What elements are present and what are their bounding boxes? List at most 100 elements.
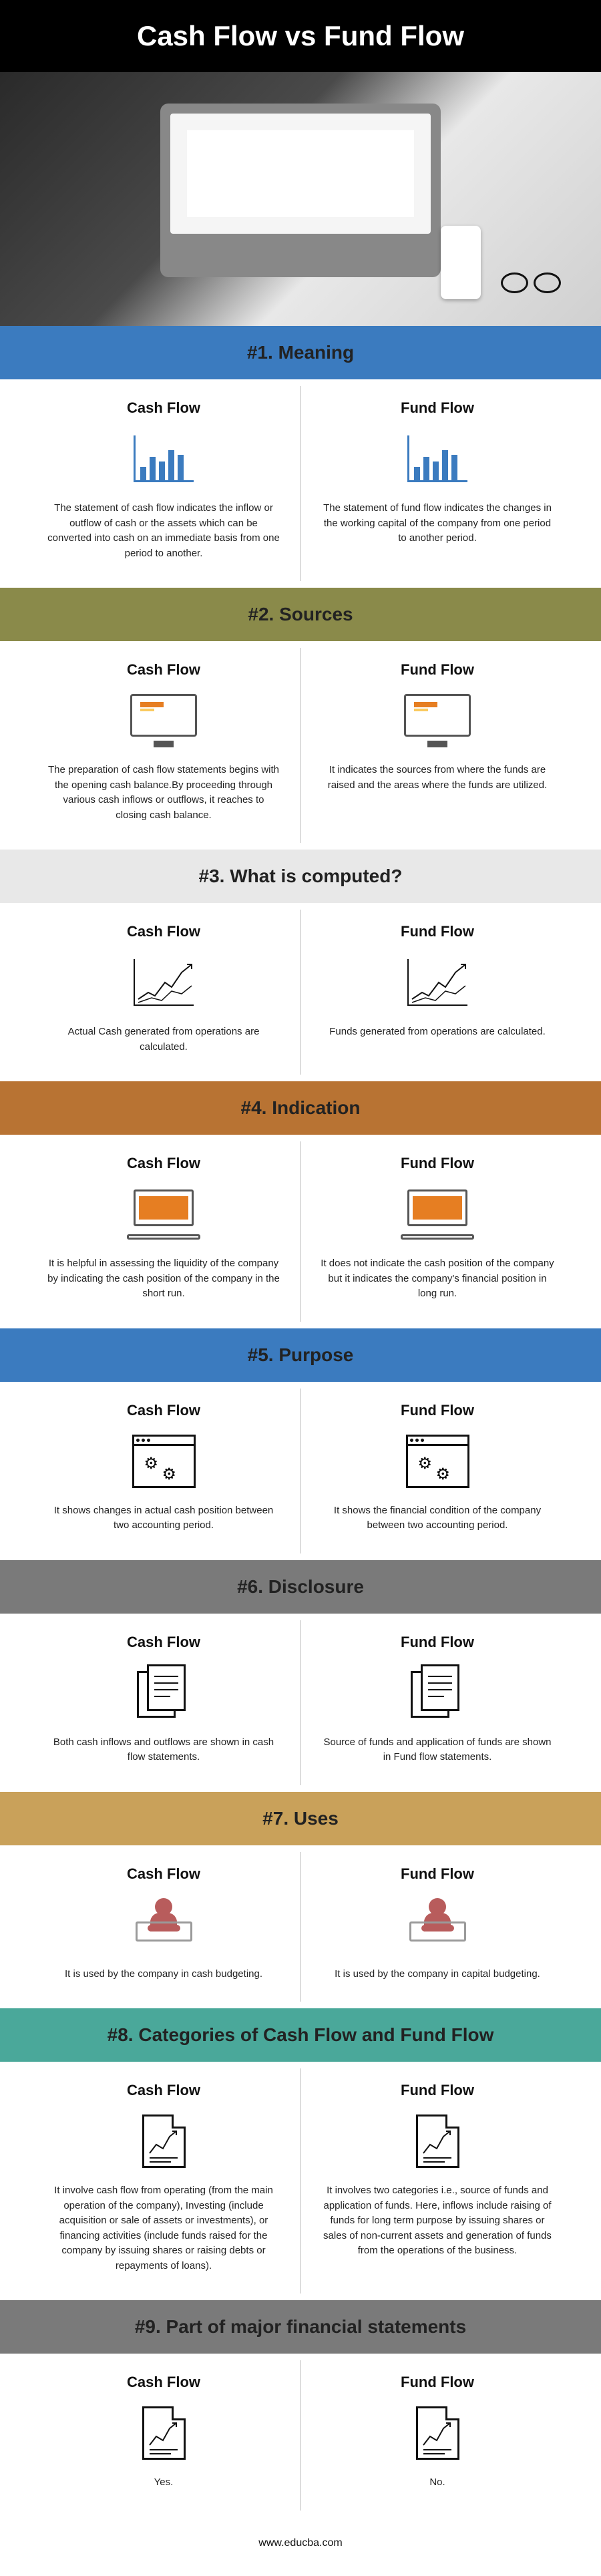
- section-title: #9. Part of major financial statements: [0, 2300, 601, 2354]
- comparison-row: Cash Flow ⚙ ⚙ It shows changes in actual…: [0, 1382, 601, 1560]
- bar-chart-icon: [134, 435, 194, 482]
- bar-chart-icon: [407, 435, 467, 482]
- left-text: Yes.: [47, 2475, 280, 2491]
- right-column: Fund Flow It involves two categories i.e…: [300, 2082, 574, 2273]
- user-desk-icon: [136, 1898, 192, 1952]
- left-column: Cash Flow Actual Cash generated from ope…: [27, 923, 300, 1055]
- right-column: Fund Flow Funds generated from operation…: [300, 923, 574, 1055]
- page-title: Cash Flow vs Fund Flow: [13, 20, 588, 52]
- comparison-row: Cash Flow It is used by the company in c…: [0, 1845, 601, 2009]
- section-title: #6. Disclosure: [0, 1560, 601, 1614]
- section-title: #3. What is computed?: [0, 850, 601, 903]
- comparison-row: Cash Flow It is helpful in assessing the…: [0, 1135, 601, 1328]
- left-text: It is used by the company in cash budget…: [47, 1967, 280, 1982]
- comparison-row: Cash Flow Both cash inflows and outflows…: [0, 1614, 601, 1792]
- document-chart-icon: [416, 2114, 459, 2168]
- monitor-icon: [404, 694, 471, 747]
- right-column: Fund Flow It indicates the sources from …: [300, 661, 574, 823]
- comparison-section: #4. Indication Cash Flow It is helpful i…: [0, 1081, 601, 1328]
- left-label: Cash Flow: [47, 1402, 280, 1419]
- comparison-row: Cash Flow Actual Cash generated from ope…: [0, 903, 601, 1081]
- section-title: #5. Purpose: [0, 1328, 601, 1382]
- monitor-icon: [130, 694, 197, 747]
- comparison-row: Cash Flow The preparation of cash flow s…: [0, 641, 601, 850]
- left-label: Cash Flow: [47, 2374, 280, 2391]
- comparison-row: Cash Flow The statement of cash flow ind…: [0, 379, 601, 588]
- right-label: Fund Flow: [321, 661, 554, 679]
- right-column: Fund Flow ⚙ ⚙ It shows the financial con…: [300, 1402, 574, 1533]
- comparison-section: #2. Sources Cash Flow The preparation of…: [0, 588, 601, 850]
- comparison-section: #8. Categories of Cash Flow and Fund Flo…: [0, 2008, 601, 2300]
- right-label: Fund Flow: [321, 1865, 554, 1883]
- left-column: Cash Flow Yes.: [27, 2374, 300, 2491]
- left-column: Cash Flow It is used by the company in c…: [27, 1865, 300, 1982]
- left-column: Cash Flow The preparation of cash flow s…: [27, 661, 300, 823]
- comparison-section: #1. Meaning Cash Flow The statement of c…: [0, 326, 601, 588]
- comparison-section: #5. Purpose Cash Flow ⚙ ⚙ It shows chang…: [0, 1328, 601, 1560]
- left-text: Actual Cash generated from operations ar…: [47, 1025, 280, 1055]
- left-label: Cash Flow: [47, 1634, 280, 1651]
- right-text: It involves two categories i.e., source …: [321, 2183, 554, 2259]
- left-column: Cash Flow The statement of cash flow ind…: [27, 399, 300, 561]
- left-column: Cash Flow It is helpful in assessing the…: [27, 1155, 300, 1302]
- right-text: It does not indicate the cash position o…: [321, 1256, 554, 1302]
- section-title: #2. Sources: [0, 588, 601, 641]
- window-gear-icon: ⚙ ⚙: [132, 1435, 196, 1488]
- comparison-row: Cash Flow Yes. Fund Flow No.: [0, 2354, 601, 2517]
- document-chart-icon: [416, 2406, 459, 2460]
- left-text: The preparation of cash flow statements …: [47, 763, 280, 823]
- right-text: Funds generated from operations are calc…: [321, 1025, 554, 1040]
- right-text: It indicates the sources from where the …: [321, 763, 554, 793]
- left-label: Cash Flow: [47, 399, 280, 417]
- line-chart-icon: [407, 959, 467, 1006]
- left-label: Cash Flow: [47, 2082, 280, 2099]
- documents-icon: [137, 1664, 190, 1721]
- right-text: It shows the financial condition of the …: [321, 1503, 554, 1533]
- right-column: Fund Flow It does not indicate the cash …: [300, 1155, 574, 1302]
- comparison-section: #7. Uses Cash Flow It is used by the com…: [0, 1792, 601, 2009]
- left-label: Cash Flow: [47, 661, 280, 679]
- right-label: Fund Flow: [321, 1402, 554, 1419]
- right-label: Fund Flow: [321, 923, 554, 940]
- comparison-section: #9. Part of major financial statements C…: [0, 2300, 601, 2517]
- laptop-icon: [127, 1189, 200, 1240]
- document-chart-icon: [142, 2114, 186, 2168]
- hero-image: [0, 72, 601, 326]
- left-column: Cash Flow It involve cash flow from oper…: [27, 2082, 300, 2273]
- left-text: It involve cash flow from operating (fro…: [47, 2183, 280, 2273]
- left-column: Cash Flow Both cash inflows and outflows…: [27, 1634, 300, 1765]
- right-column: Fund Flow No.: [300, 2374, 574, 2491]
- right-text: Source of funds and application of funds…: [321, 1735, 554, 1765]
- right-text: It is used by the company in capital bud…: [321, 1967, 554, 1982]
- right-column: Fund Flow Source of funds and applicatio…: [300, 1634, 574, 1765]
- user-desk-icon: [409, 1898, 466, 1952]
- right-label: Fund Flow: [321, 2082, 554, 2099]
- section-title: #4. Indication: [0, 1081, 601, 1135]
- left-text: It shows changes in actual cash position…: [47, 1503, 280, 1533]
- right-label: Fund Flow: [321, 399, 554, 417]
- document-chart-icon: [142, 2406, 186, 2460]
- page-header: Cash Flow vs Fund Flow: [0, 0, 601, 72]
- section-title: #8. Categories of Cash Flow and Fund Flo…: [0, 2008, 601, 2062]
- left-column: Cash Flow ⚙ ⚙ It shows changes in actual…: [27, 1402, 300, 1533]
- section-title: #1. Meaning: [0, 326, 601, 379]
- right-label: Fund Flow: [321, 1155, 554, 1172]
- window-gear-icon: ⚙ ⚙: [406, 1435, 469, 1488]
- left-text: It is helpful in assessing the liquidity…: [47, 1256, 280, 1302]
- comparison-section: #3. What is computed? Cash Flow Actual C…: [0, 850, 601, 1081]
- right-column: Fund Flow The statement of fund flow ind…: [300, 399, 574, 561]
- right-text: No.: [321, 2475, 554, 2491]
- documents-icon: [411, 1664, 464, 1721]
- left-label: Cash Flow: [47, 1865, 280, 1883]
- left-text: The statement of cash flow indicates the…: [47, 501, 280, 561]
- right-column: Fund Flow It is used by the company in c…: [300, 1865, 574, 1982]
- right-label: Fund Flow: [321, 1634, 554, 1651]
- right-text: The statement of fund flow indicates the…: [321, 501, 554, 546]
- footer-url: www.educba.com: [0, 2517, 601, 2576]
- laptop-icon: [401, 1189, 474, 1240]
- left-text: Both cash inflows and outflows are shown…: [47, 1735, 280, 1765]
- section-title: #7. Uses: [0, 1792, 601, 1845]
- line-chart-icon: [134, 959, 194, 1006]
- left-label: Cash Flow: [47, 1155, 280, 1172]
- comparison-section: #6. Disclosure Cash Flow Both cash inflo…: [0, 1560, 601, 1792]
